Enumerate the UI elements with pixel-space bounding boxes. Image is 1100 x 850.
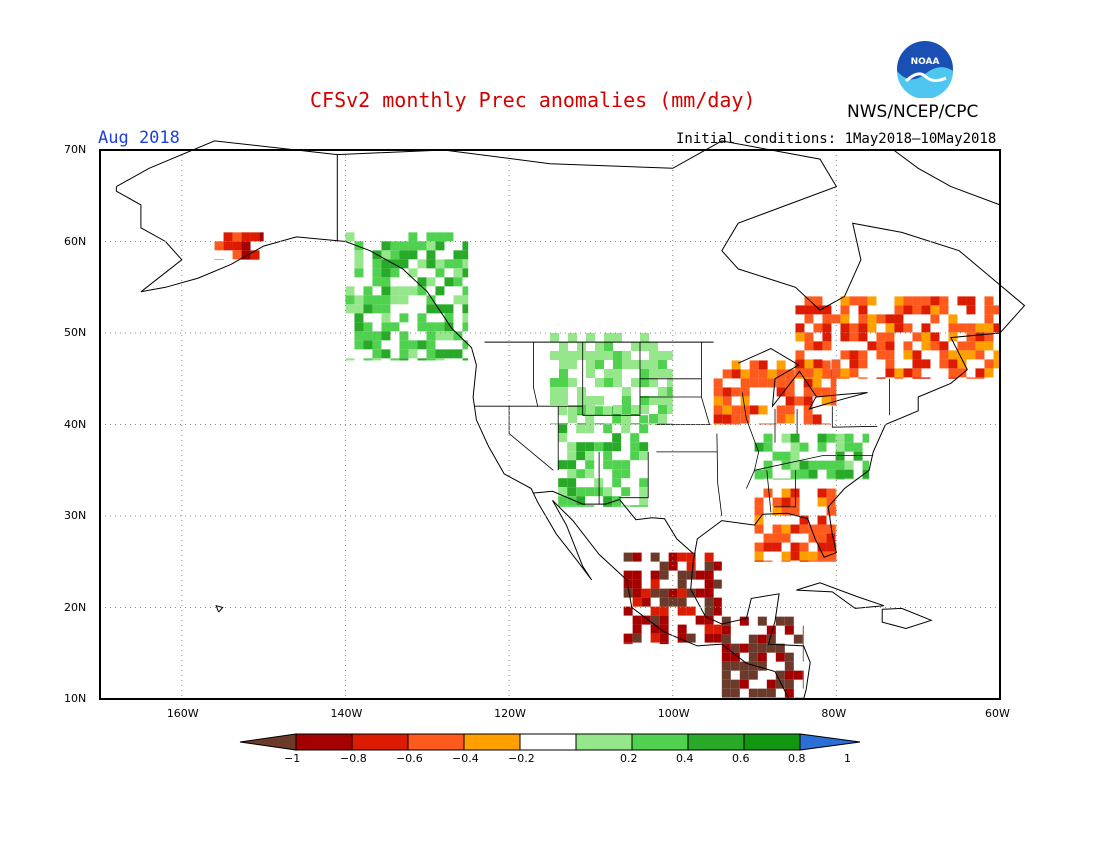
lon-label: 80W (821, 707, 847, 720)
us-mexico-border (532, 490, 694, 554)
lon-label: 160W (166, 707, 199, 720)
map-frame (99, 149, 1001, 700)
anomaly-region-northern-plains (550, 333, 673, 425)
initial-conditions-label: Initial conditions: 1May2018–10May2018 (676, 131, 997, 147)
colorbar-label: 1 (844, 752, 851, 765)
noaa-logo-icon: NOAA (896, 40, 954, 99)
anomaly-region-southwest-monsoon (558, 406, 649, 507)
lat-label: 40N (64, 417, 87, 431)
hispaniola-coast (881, 607, 933, 630)
coastline (115, 140, 1026, 700)
anomaly-layer (214, 232, 1000, 699)
lon-label: 100W (657, 707, 690, 720)
greenland-coast (893, 149, 1001, 206)
colorbar-label: −0.4 (452, 752, 479, 765)
cuba-coast (796, 582, 884, 609)
lon-label: 140W (330, 707, 363, 720)
map-title: CFSv2 monthly Prec anomalies (mm/day) (310, 88, 756, 112)
colorbar-label: −0.8 (340, 752, 367, 765)
lon-label: 120W (494, 707, 526, 720)
lat-label: 70N (64, 143, 87, 156)
lat-label: 30N (64, 509, 87, 522)
lat-label: 20N (64, 600, 87, 614)
colorbar-label: −0.6 (396, 752, 423, 765)
month-label: Aug 2018 (98, 128, 180, 148)
colorbar-label: 0.4 (676, 752, 694, 765)
lat-label: 10N (64, 692, 87, 705)
lat-label: 50N (64, 326, 87, 339)
lon-label: 60W (985, 707, 1010, 720)
colorbar-label: 0.2 (620, 752, 638, 765)
colorbar-label: −0.2 (508, 752, 535, 765)
colorbar-label: 0.6 (732, 752, 750, 765)
anomaly-region-quebec (795, 296, 1000, 379)
colorbar-label: 0.8 (788, 752, 806, 765)
lat-label: 60N (64, 234, 87, 248)
anomaly-region-pacific-northwest-coast (345, 232, 469, 361)
anomaly-region-central-america (721, 616, 804, 699)
logo-text: NOAA (911, 57, 940, 67)
anomaly-region-mexico-pacific-coast (623, 552, 722, 645)
grid-lines (100, 150, 1000, 699)
great-lakes-outline (737, 348, 868, 410)
anomaly-region-southeast-us (754, 433, 870, 480)
colorbar-label: −1 (284, 752, 301, 765)
agency-label: NWS/NCEP/CPC (847, 102, 979, 122)
hawaii-coast (215, 604, 224, 613)
anomaly-region-alaska-south-coast (214, 232, 264, 260)
